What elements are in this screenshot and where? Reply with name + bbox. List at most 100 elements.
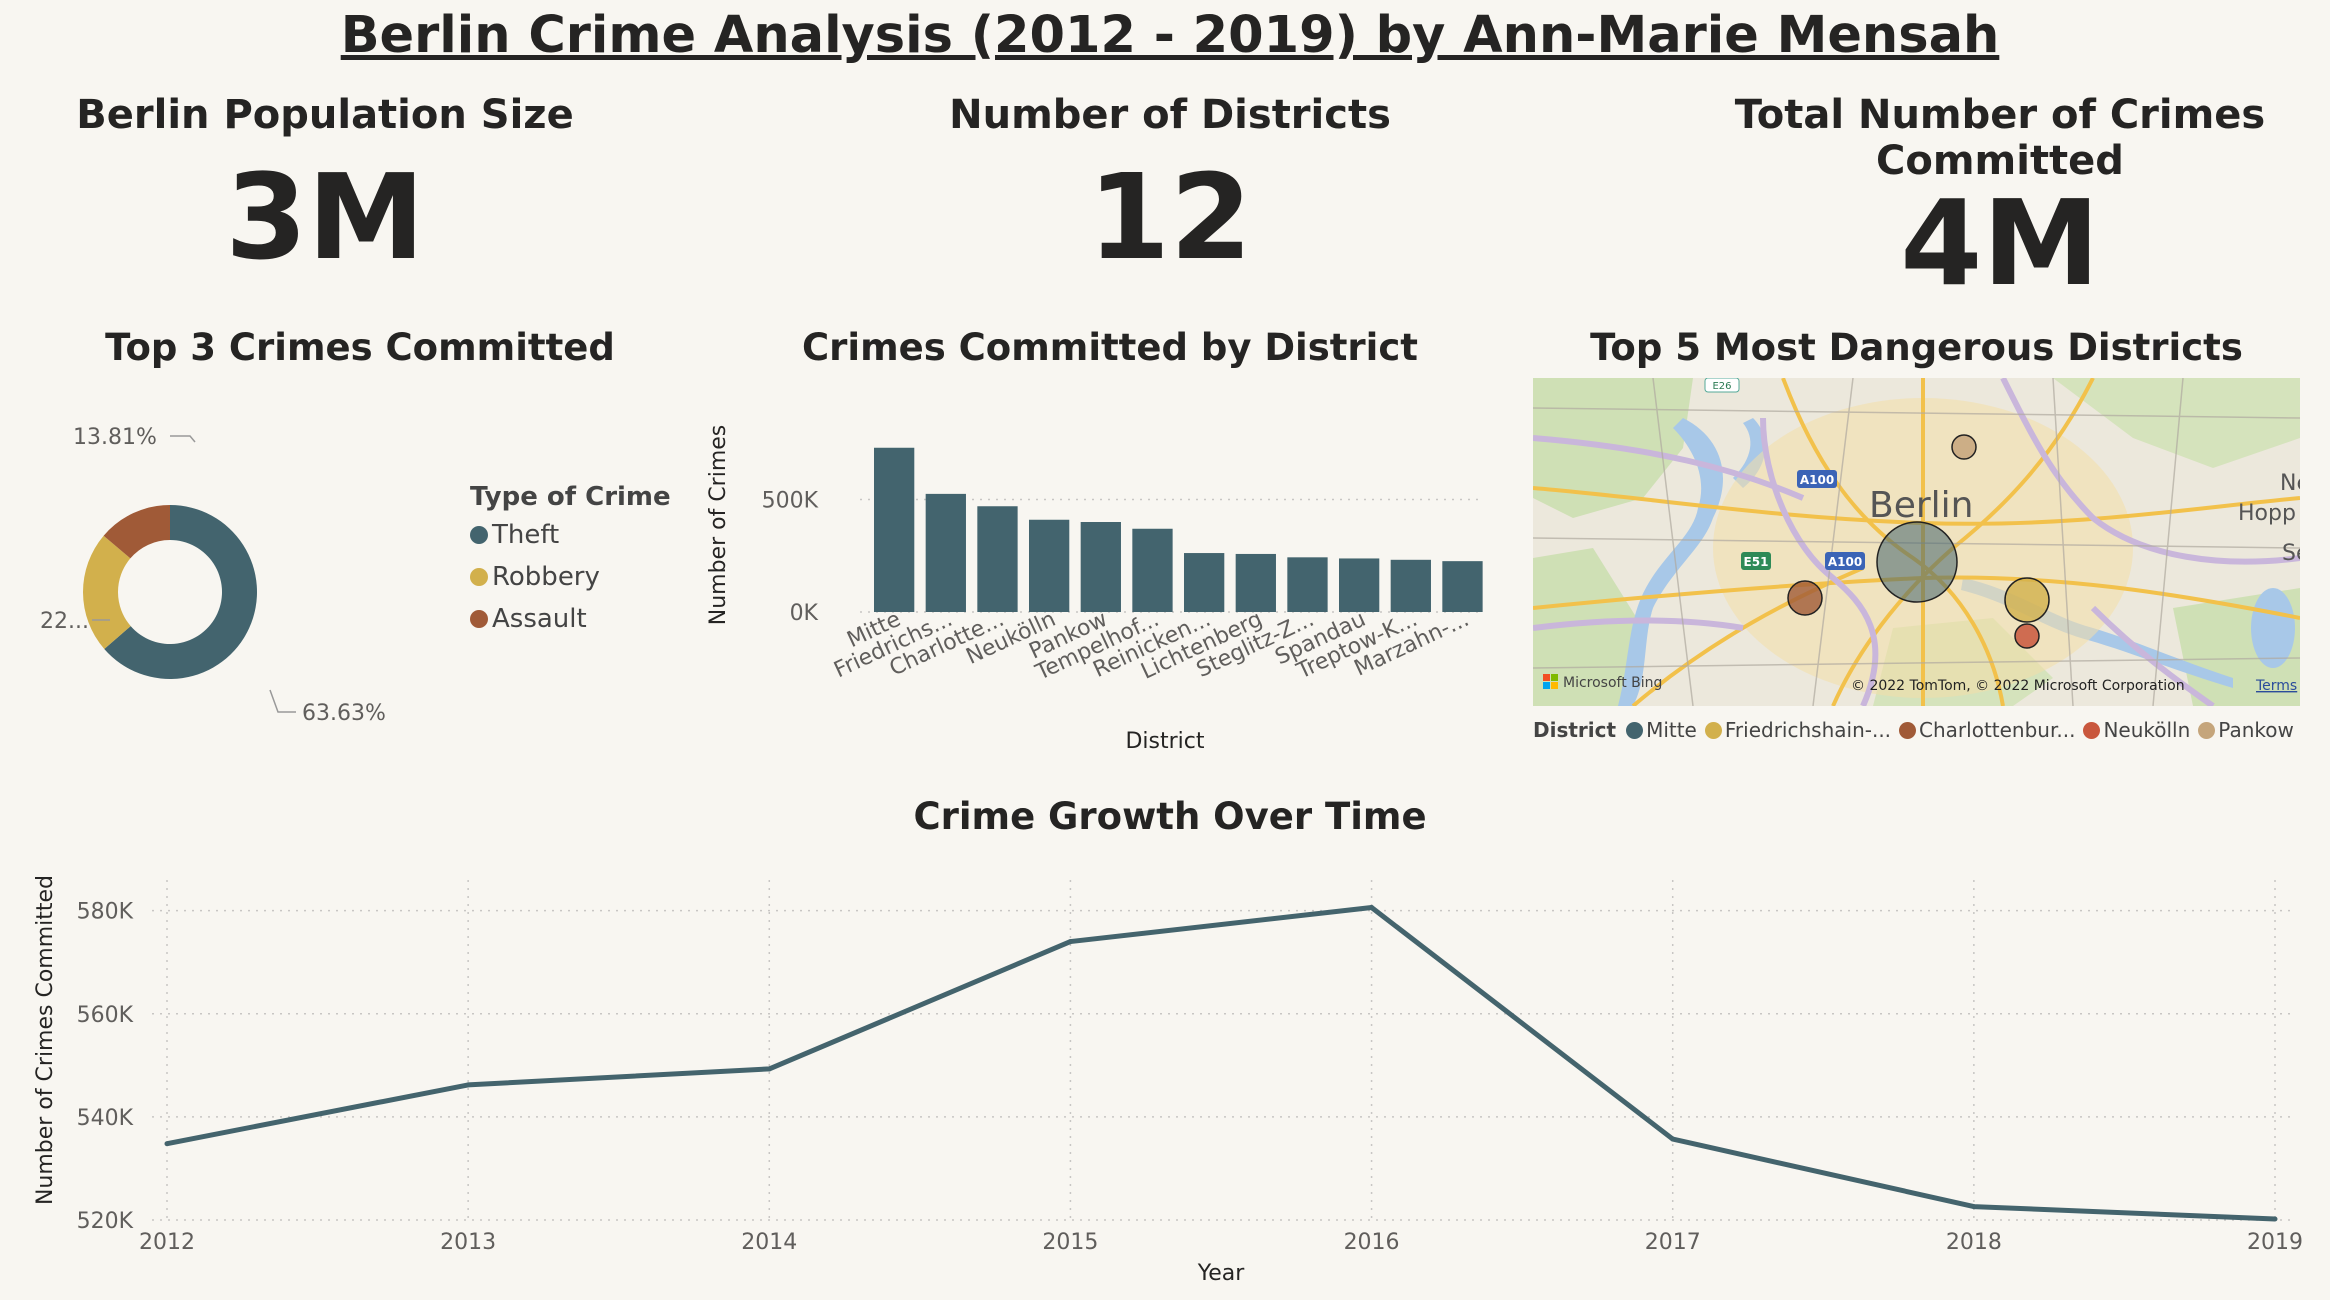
map-river-havel [1618, 418, 1723, 706]
donut-label-theft: 63.63% [302, 701, 386, 726]
legend-item-theft[interactable]: Theft [470, 520, 671, 550]
bar-lichtenberg[interactable] [1235, 553, 1276, 612]
donut-leader-theft [269, 689, 296, 713]
map-forest-northeast [2053, 378, 2300, 468]
donut-label-assault: 13.81% [73, 425, 157, 450]
map-copyright: © 2022 TomTom, © 2022 Microsoft Corporat… [1851, 678, 2185, 694]
line-point-2017[interactable] [1670, 1136, 1676, 1142]
kpi-population-value: 3M [225, 148, 425, 286]
donut-slice-assault[interactable] [103, 505, 170, 559]
bar-mitte[interactable] [874, 447, 915, 612]
map-legend-dot-mitte [1626, 721, 1644, 739]
line-y-tick-label: 560K [77, 1003, 134, 1028]
line-series-crimes[interactable] [166, 905, 2276, 1222]
line-point-2013[interactable] [465, 1082, 471, 1088]
legend-label-robbery: Robbery [492, 562, 600, 592]
donut-slice-robbery[interactable] [83, 535, 131, 649]
bar-title: Crimes Committed by District [802, 326, 1418, 369]
line-point-2019[interactable] [2272, 1216, 2278, 1222]
bar-charlotte[interactable] [977, 506, 1018, 612]
donut-leader-assault [170, 435, 196, 443]
bar-spandau[interactable] [1339, 558, 1380, 612]
map-legend-item-pankow[interactable]: Pankow [2198, 718, 2294, 742]
map-bubble-neukolln[interactable] [2014, 623, 2040, 649]
kpi-population-label: Berlin Population Size [76, 92, 574, 138]
bar-steglitz-z[interactable] [1287, 557, 1328, 612]
page-title: Berlin Crime Analysis (2012 - 2019) by A… [340, 6, 2000, 65]
map-place-label-hopp: Hopp [2238, 501, 2296, 526]
bar-neuko-lln[interactable] [1029, 519, 1070, 612]
map-bubble-pankow[interactable] [1951, 434, 1977, 460]
map-legend-item-charlottenburg[interactable]: Charlottenbur... [1899, 718, 2075, 742]
kpi-crimes-value: 4M [1900, 174, 2100, 312]
bar-x-axis-title: District [1125, 729, 1204, 754]
legend-label-theft: Theft [492, 520, 560, 550]
map-legend-title: District [1533, 718, 1617, 742]
map-shield-a100-north [1797, 470, 1837, 488]
map-legend-label-pankow: Pankow [2218, 718, 2294, 742]
map-legend-dot-charlottenburg [1899, 721, 1917, 739]
bar-friedrichs[interactable] [925, 493, 966, 612]
map-legend-item-neukolln[interactable]: Neukölln [2083, 718, 2190, 742]
line-point-2012[interactable] [164, 1141, 170, 1147]
line-y-tick-label: 540K [77, 1106, 134, 1131]
map-label-a100-south: A100 [1828, 555, 1862, 569]
map-label-e26: E26 [1712, 381, 1731, 392]
bar-pankow[interactable] [1080, 522, 1121, 612]
map-legend-item-mitte[interactable]: Mitte [1626, 718, 1697, 742]
line-title: Crime Growth Over Time [913, 795, 1427, 838]
line-point-2014[interactable] [766, 1066, 772, 1072]
map-city-label: Berlin [1869, 485, 1973, 526]
bar-treptow-k[interactable] [1390, 559, 1431, 612]
line-x-tick-label: 2013 [440, 1230, 496, 1255]
donut-legend-title: Type of Crime [470, 482, 671, 512]
map-panel[interactable]: E26 A100 A100 E51 Berlin Ne Hopp Se Micr… [1533, 378, 2300, 706]
donut-legend: Type of Crime Theft Robbery Assault [470, 482, 671, 634]
legend-item-robbery[interactable]: Robbery [470, 562, 671, 592]
donut-chart: 13.81% 22... 63.63% [40, 425, 386, 726]
line-point-2016[interactable] [1369, 905, 1375, 911]
bar-reinicken[interactable] [1184, 553, 1225, 612]
map-legend-item-friedrichshain[interactable]: Friedrichshain-... [1704, 718, 1892, 742]
kpi-districts-label: Number of Districts [949, 92, 1391, 138]
legend-dot-theft [470, 526, 488, 544]
legend-item-assault[interactable]: Assault [470, 604, 671, 634]
map-place-label-ne: Ne [2280, 471, 2300, 496]
donut-title: Top 3 Crimes Committed [105, 326, 615, 369]
map-legend-dot-friedrichshain [1704, 721, 1722, 739]
map-minor-roads [1533, 378, 2300, 706]
line-x-tick-label: 2019 [2247, 1230, 2303, 1255]
bar-y-axis-title: Number of Crimes [706, 425, 731, 626]
donut-slice-theft[interactable] [104, 505, 258, 679]
map-canvas[interactable]: E26 A100 A100 E51 Berlin Ne Hopp Se Micr… [1533, 378, 2300, 706]
map-legend-dot-pankow [2198, 721, 2216, 739]
bar-tempelhof[interactable] [1132, 528, 1173, 612]
bar-y-tick-label: 0K [790, 601, 819, 626]
map-legend-label-friedrichshain: Friedrichshain-... [1724, 718, 1892, 742]
line-x-tick-label: 2017 [1645, 1230, 1701, 1255]
kpi-crimes-label: Total Number of Crimes Committed [1734, 92, 2266, 184]
map-shield-e51 [1741, 552, 1771, 570]
line-point-2015[interactable] [1067, 939, 1073, 945]
kpi-districts-value: 12 [1087, 148, 1253, 286]
line-y-axis-title: Number of Crimes Committed [33, 875, 58, 1205]
line-x-tick-label: 2018 [1946, 1230, 2002, 1255]
map-shield-a100-south [1825, 552, 1865, 570]
map-bubble-mitte[interactable] [1876, 521, 1958, 603]
map-shield-e26 [1704, 378, 1740, 393]
bing-logo-icon [1543, 674, 1558, 689]
map-bubble-charlottenburg[interactable] [1787, 580, 1823, 616]
bar-marzahn[interactable] [1442, 561, 1483, 612]
map-terms-link[interactable]: Terms [2255, 678, 2297, 694]
line-x-axis-title: Year [1197, 1261, 1246, 1286]
line-point-2018[interactable] [1971, 1204, 1977, 1210]
map-legend-label-charlottenburg: Charlottenbur... [1919, 718, 2076, 742]
bar-y-tick-label: 500K [762, 489, 819, 514]
line-x-tick-label: 2015 [1042, 1230, 1098, 1255]
line-x-tick-label: 2016 [1344, 1230, 1400, 1255]
donut-label-robbery: 22... [40, 609, 89, 634]
map-legend-label-neukolln: Neukölln [2103, 718, 2191, 742]
map-label-e51: E51 [1744, 555, 1769, 569]
map-bubble-friedrichshain[interactable] [2004, 577, 2050, 623]
